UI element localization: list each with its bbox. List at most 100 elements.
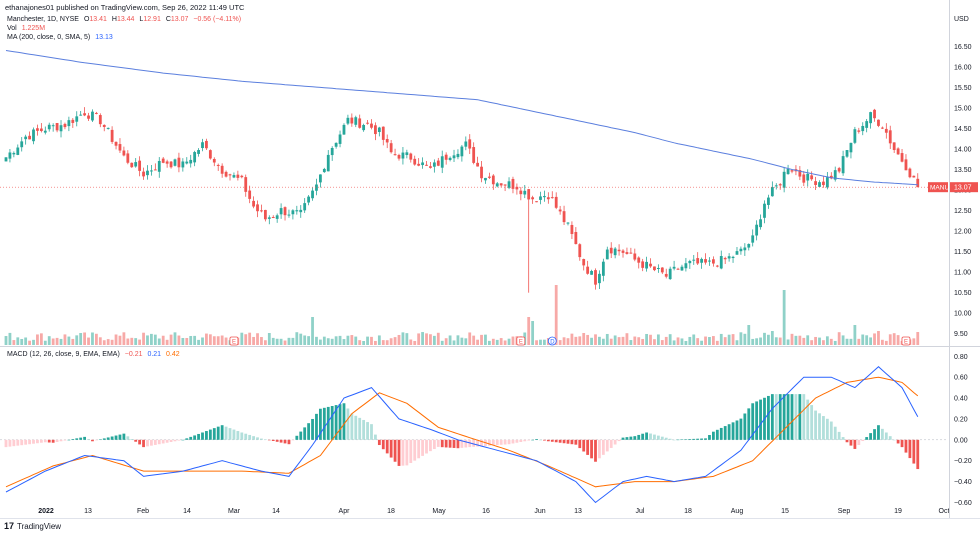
volume-bar bbox=[138, 339, 142, 345]
candle-body bbox=[700, 258, 704, 263]
macd-histogram-bar bbox=[201, 432, 204, 440]
marker-label: E bbox=[519, 340, 523, 346]
marker-label: E bbox=[904, 340, 908, 346]
macd-hist-value: −0.21 bbox=[124, 351, 143, 358]
macd-histogram-bar bbox=[346, 408, 350, 440]
volume-bar bbox=[495, 339, 499, 345]
currency-label[interactable]: USD bbox=[954, 16, 969, 23]
macd-histogram-bar bbox=[680, 439, 684, 440]
macd-histogram-bar bbox=[102, 438, 106, 440]
volume-bar bbox=[126, 338, 130, 345]
volume-bar bbox=[370, 336, 373, 345]
volume-bar bbox=[452, 340, 456, 345]
volume-bar bbox=[660, 340, 664, 345]
volume-bar bbox=[326, 338, 330, 345]
price-tick-label: 15.50 bbox=[954, 85, 972, 92]
macd-histogram-bar bbox=[228, 428, 232, 440]
candle-body bbox=[511, 178, 515, 189]
volume-bar bbox=[582, 332, 586, 345]
candle-body bbox=[696, 258, 700, 264]
candle-body bbox=[523, 190, 527, 195]
brand-name: TradingView bbox=[17, 521, 62, 531]
macd-histogram-bar bbox=[444, 439, 448, 448]
volume-bar bbox=[649, 334, 652, 345]
macd-histogram-bar bbox=[350, 413, 354, 440]
ma-legend[interactable]: MA (200, close, 0, SMA, 5) 13.13 bbox=[7, 34, 113, 41]
macd-line-value: 0.21 bbox=[147, 351, 162, 358]
macd-histogram-bar bbox=[554, 439, 558, 443]
candle-body bbox=[189, 159, 193, 164]
candle-body bbox=[366, 122, 369, 124]
volume-bar bbox=[511, 336, 515, 345]
volume-bar bbox=[377, 335, 381, 345]
macd-histogram-bar bbox=[908, 439, 912, 459]
volume-bar bbox=[24, 337, 28, 345]
macd-histogram-bar bbox=[212, 428, 216, 440]
macd-histogram-bar bbox=[641, 433, 645, 440]
candle-body bbox=[814, 181, 817, 185]
volume-bar bbox=[177, 335, 181, 345]
macd-histogram-bar bbox=[295, 435, 299, 440]
macd-histogram-bar bbox=[704, 438, 707, 440]
macd-histogram-bar bbox=[47, 439, 51, 443]
macd-histogram-bar bbox=[861, 439, 865, 442]
candle-body bbox=[723, 257, 727, 260]
candle-body bbox=[432, 162, 436, 167]
macd-histogram-bar bbox=[664, 437, 668, 440]
volume-bar bbox=[436, 332, 440, 345]
candle-body bbox=[802, 174, 806, 183]
volume-bar bbox=[468, 332, 472, 345]
macd-histogram-bar bbox=[220, 425, 224, 440]
candle-body bbox=[692, 259, 696, 261]
volume-bar bbox=[358, 340, 362, 345]
candle-body bbox=[362, 124, 366, 131]
candle-body bbox=[767, 197, 770, 205]
tradingview-brand[interactable]: 17 TradingView bbox=[4, 521, 61, 531]
candle-body bbox=[142, 171, 145, 177]
macd-histogram-bar bbox=[841, 437, 845, 440]
volume-bar bbox=[692, 334, 696, 345]
macd-histogram-bar bbox=[358, 417, 362, 440]
candle-body bbox=[260, 210, 263, 212]
volume-bar bbox=[543, 339, 546, 345]
candle-body bbox=[185, 161, 189, 164]
candle-body bbox=[71, 119, 75, 123]
macd-histogram-bar bbox=[523, 439, 527, 442]
pane-separator[interactable] bbox=[0, 346, 980, 347]
macd-histogram-bar bbox=[279, 439, 283, 443]
macd-histogram-bar bbox=[94, 439, 98, 441]
volume-bar bbox=[668, 334, 672, 345]
candle-body bbox=[641, 261, 645, 268]
volume-bar bbox=[645, 333, 648, 345]
macd-histogram-bar bbox=[342, 403, 346, 440]
macd-histogram-bar bbox=[32, 439, 35, 444]
candle-body bbox=[688, 260, 692, 264]
candle-body bbox=[833, 170, 837, 180]
candle-body bbox=[389, 143, 393, 153]
macd-tick-label: 0.00 bbox=[954, 437, 968, 444]
macd-histogram-bar bbox=[519, 439, 523, 443]
volume-bar bbox=[51, 338, 55, 345]
macd-histogram-bar bbox=[134, 439, 138, 442]
volume-bar bbox=[291, 337, 295, 345]
symbol-label: Manchester, 1D, NYSE bbox=[7, 16, 79, 23]
volume-bar bbox=[8, 332, 12, 345]
candle-body bbox=[487, 176, 491, 178]
symbol-legend[interactable]: Manchester, 1D, NYSE O13.41 H13.44 L12.9… bbox=[7, 16, 241, 23]
macd-legend[interactable]: MACD (12, 26, close, 9, EMA, EMA) −0.21 … bbox=[7, 351, 180, 358]
volume-bar bbox=[739, 332, 743, 345]
volume-bar bbox=[641, 338, 645, 345]
volume-bar bbox=[558, 340, 562, 345]
candle-body bbox=[708, 260, 711, 262]
volume-legend[interactable]: Vol 1.225M bbox=[7, 25, 45, 32]
candle-body bbox=[751, 235, 755, 243]
macd-histogram-bar bbox=[865, 437, 869, 440]
macd-histogram-bar bbox=[810, 405, 814, 440]
candle-body bbox=[550, 197, 554, 199]
volume-bar bbox=[802, 337, 806, 345]
volume-bar bbox=[161, 335, 165, 345]
macd-histogram-bar bbox=[719, 427, 723, 440]
macd-histogram-bar bbox=[425, 439, 428, 454]
candle-body bbox=[59, 125, 63, 132]
